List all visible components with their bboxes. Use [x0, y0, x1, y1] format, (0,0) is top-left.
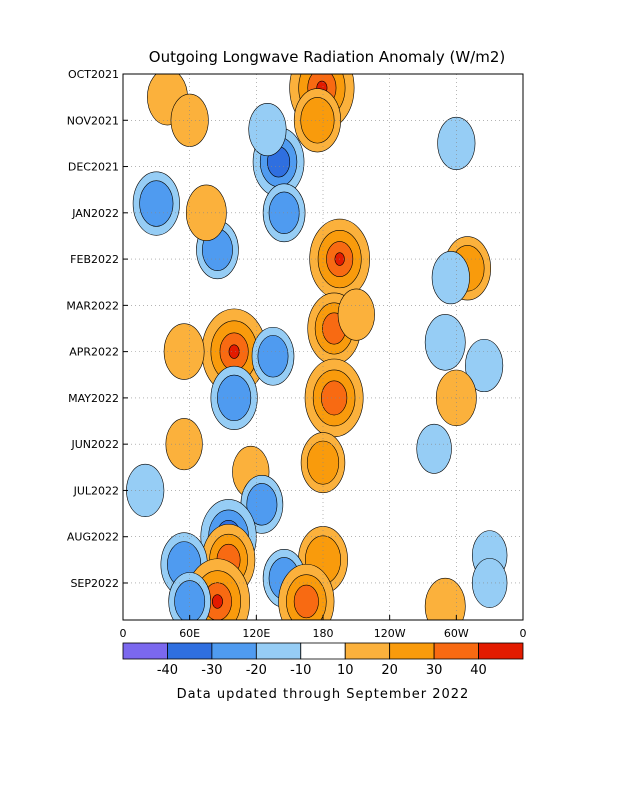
anomaly-blob: [435, 369, 477, 427]
x-axis: 0 60E 120E 180 120W 60W 0: [120, 615, 527, 640]
y-tick-label: JAN2022: [71, 207, 119, 220]
anomaly-blob: [293, 88, 341, 153]
anomaly-blob: [201, 308, 267, 395]
anomaly-blob: [163, 323, 205, 380]
y-tick-label: MAR2022: [66, 299, 119, 312]
anomaly-contour: [471, 558, 508, 608]
anomaly-contour: [211, 594, 223, 609]
anomaly-blob: [126, 463, 165, 517]
colorbar-tick-label: -20: [246, 663, 267, 678]
anomaly-contour: [424, 314, 466, 371]
anomaly-contour: [431, 251, 470, 305]
colorbar-tick-label: -30: [201, 663, 222, 678]
y-tick-label: FEB2022: [70, 253, 119, 266]
x-tick-label: 120E: [242, 627, 270, 640]
anomaly-contour: [228, 344, 240, 359]
anomaly-contour: [217, 374, 252, 422]
anomaly-blob: [431, 251, 470, 305]
colorbar-swatch: [211, 642, 257, 660]
anomaly-blob: [465, 338, 504, 393]
anomaly-blob: [210, 365, 258, 430]
y-tick-label: OCT2021: [68, 68, 119, 81]
anomaly-contour: [165, 418, 203, 471]
anomaly-blob: [248, 102, 287, 157]
x-tick-label: 0: [120, 627, 127, 640]
y-tick-label: DEC2021: [68, 161, 119, 174]
anomaly-blob: [165, 418, 203, 471]
colorbar-swatch: [433, 642, 479, 660]
anomaly-contour: [174, 580, 206, 620]
colorbar-tick-label: 10: [337, 663, 354, 678]
anomaly-contour: [268, 191, 300, 234]
grid-lines: [123, 74, 523, 620]
x-tick-label: 0: [520, 627, 527, 640]
anomaly-blob: [424, 314, 466, 371]
y-tick-label: SEP2022: [70, 577, 119, 590]
colorbar-tick-label: 20: [381, 663, 398, 678]
anomaly-contour: [139, 180, 174, 227]
colorbar-swatch: [167, 642, 213, 660]
anomaly-blob: [424, 577, 466, 620]
anomaly-contour: [424, 577, 466, 620]
y-tick-label: APR2022: [69, 346, 119, 359]
colorbar-tick-label: 30: [426, 663, 443, 678]
y-tick-label: JUN2022: [70, 438, 119, 451]
anomaly-contour: [126, 463, 165, 517]
anomaly-contour: [300, 97, 335, 144]
anomaly-blob: [304, 358, 364, 438]
anomaly-field: [126, 74, 508, 620]
colorbar-swatch: [300, 642, 346, 660]
colorbar-swatch: [478, 642, 524, 660]
colorbar-swatch: [122, 642, 168, 660]
anomaly-contour: [437, 116, 476, 170]
anomaly-contour: [248, 102, 287, 157]
anomaly-contour: [257, 335, 289, 378]
colorbar-tick-label: -10: [290, 663, 311, 678]
anomaly-blob: [251, 326, 295, 386]
anomaly-blob: [168, 572, 211, 620]
anomaly-contour: [337, 288, 375, 341]
colorbar-swatch: [255, 642, 302, 660]
anomaly-contour: [293, 584, 319, 619]
anomaly-contour: [416, 423, 452, 474]
anomaly-contour: [246, 483, 278, 526]
anomaly-blob: [262, 183, 306, 243]
anomaly-blob: [132, 171, 180, 236]
anomaly-contour: [465, 338, 504, 393]
anomaly-blob: [278, 563, 335, 620]
anomaly-blob: [240, 475, 284, 534]
x-tick-label: 180: [313, 627, 334, 640]
colorbar-tick-label: 40: [470, 663, 487, 678]
anomaly-blob: [437, 116, 476, 170]
y-tick-label: AUG2022: [67, 531, 119, 544]
anomaly-blob: [337, 288, 375, 341]
x-tick-label: 60E: [179, 627, 200, 640]
y-tick-label: MAY2022: [68, 392, 119, 405]
anomaly-contour: [163, 323, 205, 380]
anomaly-contour: [435, 369, 477, 427]
colorbar-swatch: [389, 642, 435, 660]
anomaly-contour: [321, 380, 348, 416]
chart-title: Outgoing Longwave Radiation Anomaly (W/m…: [149, 48, 505, 66]
y-tick-label: NOV2021: [67, 114, 119, 127]
anomaly-blob: [185, 184, 227, 242]
data-updated-note: Data updated through September 2022: [177, 687, 470, 702]
colorbar-swatch: [344, 642, 391, 660]
y-axis: OCT2021 NOV2021 DEC2021 JAN2022 FEB2022 MAR20…: [66, 68, 128, 590]
colorbar: -40 -30 -20 -10 10 20 30 40: [122, 642, 524, 678]
anomaly-blob: [471, 558, 508, 608]
anomaly-contour: [185, 184, 227, 242]
x-tick-label: 120W: [374, 627, 406, 640]
colorbar-tick-label: -40: [157, 663, 178, 678]
anomaly-blob: [416, 423, 452, 474]
y-tick-label: JUL2022: [73, 484, 119, 497]
x-tick-label: 60W: [444, 627, 469, 640]
